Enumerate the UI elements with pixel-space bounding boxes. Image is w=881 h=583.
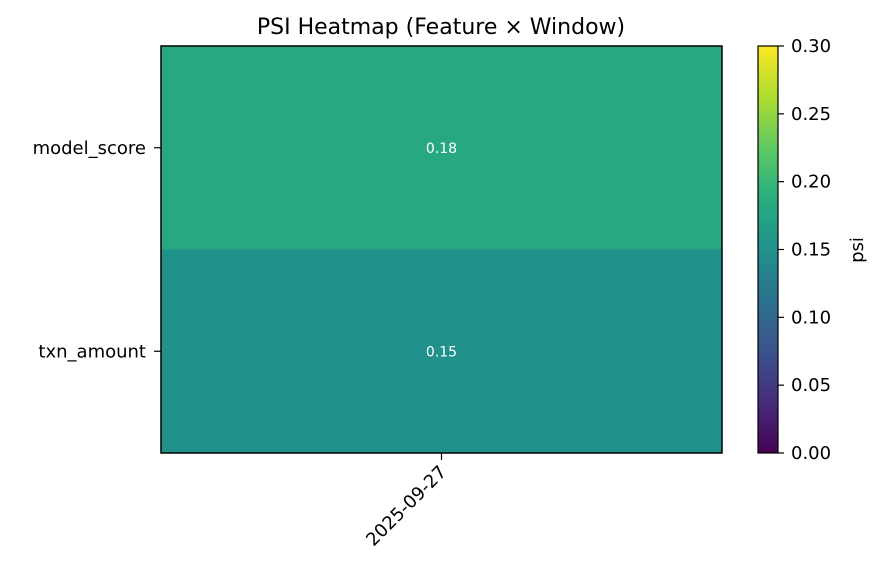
colorbar-tick-label: 0.30 (791, 36, 831, 57)
colorbar-ticks: 0.00 0.05 0.10 0.15 0.20 0.25 0.30 (778, 36, 831, 464)
column-tick-label: 2025-09-27 (362, 462, 451, 551)
row-tick-label: model_score (33, 138, 146, 159)
colorbar-tick-label: 0.25 (791, 104, 831, 125)
cell-value-label: 0.15 (426, 344, 457, 360)
colorbar-tick-label: 0.05 (791, 375, 831, 396)
heatmap-cell (161, 249, 722, 453)
cell-value-label: 0.18 (426, 141, 457, 157)
row-axis: model_score txn_amount (33, 138, 161, 362)
colorbar-tick-label: 0.10 (791, 307, 831, 328)
colorbar-tick-label: 0.20 (791, 172, 831, 193)
row-tick-label: txn_amount (38, 341, 146, 362)
colorbar: 0.00 0.05 0.10 0.15 0.20 0.25 0.30 psi (757, 36, 868, 464)
chart-title: PSI Heatmap (Feature × Window) (257, 15, 625, 40)
plot-frame (160, 45, 723, 454)
column-axis: 2025-09-27 (362, 453, 451, 551)
colorbar-gradient (757, 45, 779, 454)
colorbar-tick-label: 0.00 (791, 443, 831, 464)
colorbar-label: psi (847, 237, 868, 263)
colorbar-tick-label: 0.15 (791, 240, 831, 261)
heatmap-cells: 0.18 0.15 (161, 46, 722, 453)
heatmap-cell (161, 46, 722, 250)
